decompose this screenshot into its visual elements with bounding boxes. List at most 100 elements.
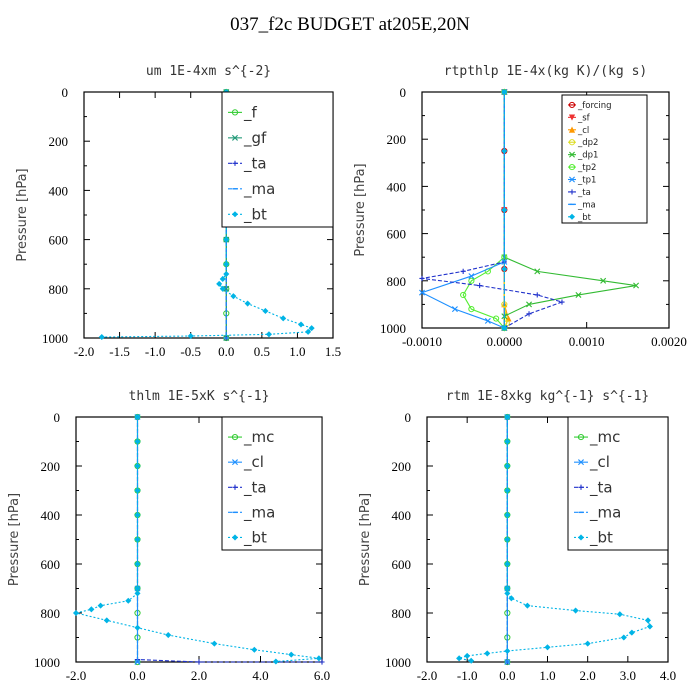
data-point bbox=[72, 609, 80, 617]
legend-marker bbox=[568, 163, 576, 171]
data-point bbox=[504, 647, 511, 654]
legend-label: _dp2 bbox=[577, 138, 598, 148]
legend-marker bbox=[568, 213, 576, 220]
page-title: 037_f2c BUDGET at205E,20N bbox=[230, 14, 470, 35]
legend-box bbox=[221, 416, 323, 551]
y-tick-label: 600 bbox=[41, 557, 61, 572]
legend-label: _cl bbox=[589, 453, 610, 472]
data-point bbox=[646, 623, 653, 630]
legend-label: _ma bbox=[577, 200, 596, 210]
legend-marker bbox=[232, 459, 238, 466]
y-axis-label: Pressure [hPa] bbox=[15, 168, 30, 261]
data-point bbox=[477, 282, 483, 289]
x-tick-label: 1.0 bbox=[539, 668, 555, 683]
legend-marker bbox=[232, 484, 238, 490]
data-point bbox=[493, 315, 500, 322]
data-point bbox=[616, 611, 623, 618]
data-point bbox=[468, 277, 475, 284]
y-tick-label: 800 bbox=[41, 606, 61, 621]
panel-2: rtpthlp 1E-4x(kg K)/(kg s) Pressure [hPa]… bbox=[353, 64, 687, 349]
y-tick-label: 1000 bbox=[34, 655, 60, 670]
x-tick-label: 0.0 bbox=[499, 668, 515, 683]
data-point bbox=[125, 597, 132, 604]
data-point bbox=[526, 301, 533, 308]
data-point bbox=[501, 147, 508, 155]
legend-marker bbox=[569, 176, 575, 183]
legend-marker bbox=[568, 101, 576, 109]
data-point bbox=[265, 331, 272, 338]
y-tick-label: 0 bbox=[62, 85, 69, 100]
data-point bbox=[464, 652, 471, 659]
data-point bbox=[559, 299, 565, 305]
data-point bbox=[223, 285, 230, 292]
legend-label: _mc bbox=[243, 428, 274, 447]
x-tick-label: -2.0 bbox=[66, 668, 87, 683]
series-group bbox=[419, 88, 640, 332]
data-point bbox=[319, 659, 325, 665]
y-tick-label: 800 bbox=[49, 282, 69, 297]
y-tick-label: 600 bbox=[49, 233, 69, 248]
data-point bbox=[297, 321, 305, 328]
x-tick-label: -0.5 bbox=[180, 344, 201, 359]
legend-marker bbox=[232, 134, 238, 141]
data-point bbox=[134, 624, 141, 631]
legend-marker bbox=[569, 151, 575, 158]
data-point bbox=[280, 315, 287, 322]
x-tick-label: 0.0010 bbox=[569, 334, 605, 349]
data-point bbox=[103, 617, 110, 624]
data-point bbox=[468, 306, 475, 313]
data-point bbox=[620, 634, 627, 641]
data-point bbox=[504, 462, 511, 470]
y-tick-label: 400 bbox=[392, 508, 412, 523]
legend-marker bbox=[568, 139, 576, 146]
data-point bbox=[134, 560, 141, 568]
data-point bbox=[308, 325, 315, 332]
legend-label: _tp2 bbox=[577, 163, 596, 173]
data-point bbox=[196, 659, 202, 665]
panel-title: rtm 1E-8xkg kg^{-1} s^{-1} bbox=[446, 389, 650, 404]
data-point bbox=[97, 602, 104, 609]
data-point bbox=[134, 438, 141, 445]
panel-3: thlm 1E-5xK s^{-1} Pressure [hPa] -2.0 0.0 2… bbox=[7, 389, 330, 683]
y-tick-label: 600 bbox=[392, 557, 412, 572]
data-point bbox=[219, 285, 226, 292]
data-point bbox=[134, 511, 141, 519]
y-tick-label: 1000 bbox=[42, 331, 68, 346]
legend-label: _ma bbox=[589, 503, 621, 522]
legend-label: _ma bbox=[243, 503, 275, 522]
y-tick-label: 0 bbox=[54, 410, 61, 425]
data-point bbox=[584, 640, 591, 647]
legend-marker bbox=[577, 534, 585, 541]
y-tick-label: 200 bbox=[49, 134, 69, 149]
series-line-tp2 bbox=[462, 92, 505, 329]
x-tick-label: 2.0 bbox=[580, 668, 596, 683]
y-tick-label: 600 bbox=[387, 227, 407, 242]
legend-label: _gf bbox=[243, 129, 267, 148]
legend: _mc _cl _ta _ma _bt bbox=[221, 416, 323, 551]
x-tick-label: -1.0 bbox=[145, 344, 166, 359]
data-point bbox=[460, 291, 467, 299]
data-point bbox=[134, 487, 141, 494]
data-point bbox=[223, 261, 230, 268]
data-point bbox=[223, 271, 230, 278]
x-tick-label: 1.0 bbox=[289, 344, 305, 359]
legend-label: _bt bbox=[589, 528, 613, 547]
y-tick-label: 0 bbox=[400, 85, 407, 100]
y-tick-label: 400 bbox=[49, 183, 69, 198]
legend-label: _cl bbox=[577, 126, 589, 136]
y-axis-label: Pressure [hPa] bbox=[7, 493, 22, 586]
x-tick-label: -0.0010 bbox=[402, 334, 442, 349]
data-point bbox=[504, 438, 511, 445]
legend-label: _ta bbox=[577, 188, 591, 198]
data-point bbox=[88, 606, 95, 613]
data-point bbox=[524, 602, 531, 609]
legend-marker bbox=[578, 459, 584, 466]
data-point bbox=[251, 646, 258, 653]
legend-marker bbox=[568, 126, 576, 133]
data-point bbox=[223, 236, 230, 243]
data-point bbox=[134, 590, 141, 597]
data-point bbox=[504, 511, 511, 519]
legend-marker bbox=[231, 433, 239, 441]
data-point bbox=[134, 462, 141, 470]
